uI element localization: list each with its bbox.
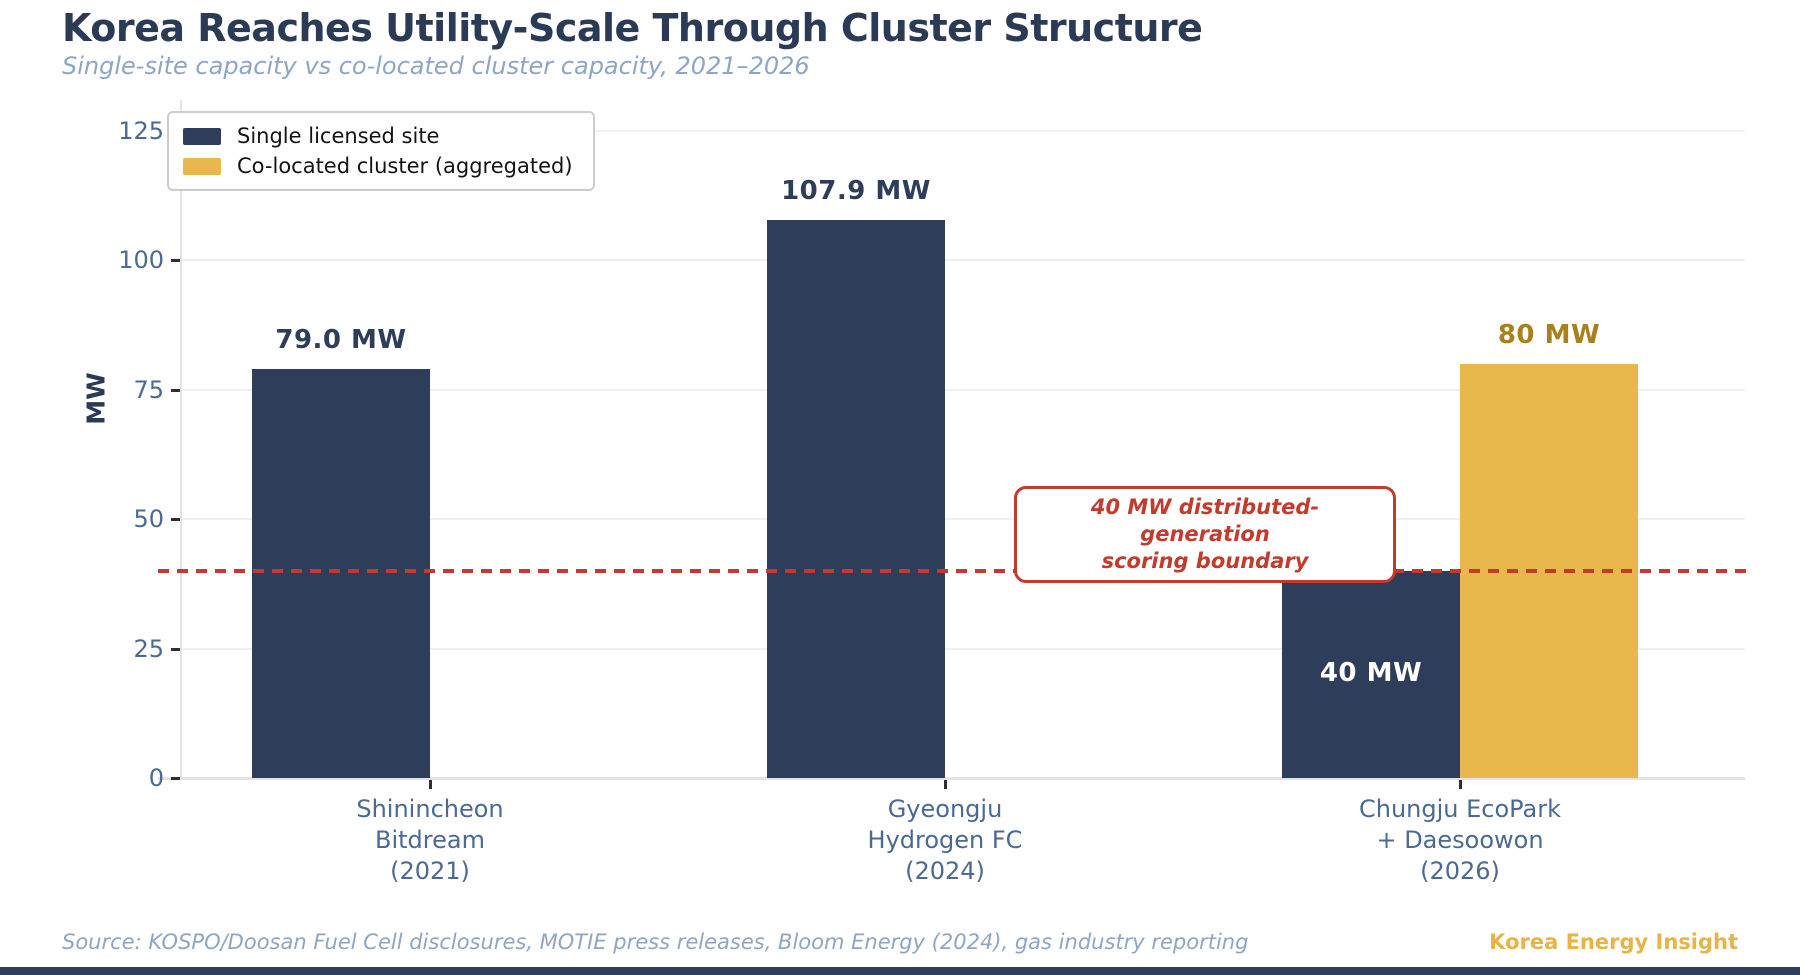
bar-value-label: 80 MW — [1497, 319, 1601, 350]
bar-value-label: 40 MW — [1319, 658, 1423, 689]
bar-single-site-0 — [252, 369, 430, 778]
y-tick-mark — [171, 777, 180, 780]
x-axis-line — [158, 777, 1745, 780]
x-tick-label: Chungju EcoPark + Daesoowon (2026) — [1358, 795, 1562, 885]
y-axis-label: MW — [81, 372, 111, 425]
y-tick-mark — [171, 518, 180, 522]
bar-value-label: 107.9 MW — [781, 175, 931, 206]
y-tick-label: 25 — [133, 634, 164, 663]
legend-swatch — [183, 127, 221, 145]
gridline — [180, 130, 1745, 133]
y-tick-mark — [171, 388, 180, 392]
chart-title: Korea Reaches Utility-Scale Through Clus… — [62, 6, 1203, 50]
gridline — [180, 259, 1745, 262]
gridline — [180, 518, 1745, 521]
legend-swatch — [183, 157, 221, 175]
gridline — [180, 388, 1745, 391]
x-tick-mark — [944, 780, 947, 789]
threshold-line — [158, 568, 1746, 573]
legend-label: Single licensed site — [237, 124, 440, 148]
footer-band — [0, 967, 1800, 975]
legend-item: Single licensed site — [183, 121, 573, 151]
x-tick-label: Gyeongju Hydrogen FC (2024) — [867, 795, 1023, 885]
legend: Single licensed site Co-located cluster (… — [167, 111, 595, 191]
legend-item: Co-located cluster (aggregated) — [183, 151, 573, 181]
x-tick-mark — [429, 780, 432, 789]
x-tick-label: Shinincheon Bitdream (2021) — [356, 795, 504, 885]
y-tick-mark — [171, 647, 180, 651]
source-note: Source: KOSPO/Doosan Fuel Cell disclosur… — [62, 930, 1249, 954]
y-tick-label: 100 — [118, 246, 164, 275]
bar-value-label: 79.0 MW — [275, 325, 407, 356]
y-tick-label: 50 — [133, 505, 164, 534]
y-tick-mark — [171, 259, 180, 263]
y-tick-label: 125 — [118, 117, 164, 146]
legend-label: Co-located cluster (aggregated) — [237, 154, 573, 178]
brand-name: Korea Energy Insight — [1489, 930, 1738, 954]
y-axis-spine — [180, 100, 182, 778]
x-tick-mark — [1459, 780, 1462, 789]
y-tick-label: 75 — [133, 375, 164, 404]
gridline — [180, 647, 1745, 650]
bar-single-site-1 — [767, 219, 945, 778]
chart-subtitle: Single-site capacity vs co-located clust… — [62, 52, 810, 80]
threshold-annotation: 40 MW distributed-generation scoring bou… — [1014, 486, 1396, 583]
bar-single-site-2 — [1282, 570, 1460, 778]
y-tick-label: 0 — [148, 764, 164, 792]
